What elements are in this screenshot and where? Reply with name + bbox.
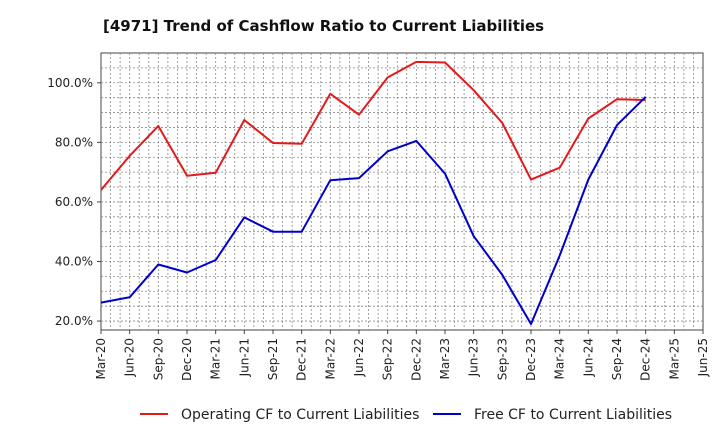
horizontal-grid (101, 67, 703, 322)
chart-title: [4971] Trend of Cashflow Ratio to Curren… (103, 17, 544, 35)
x-tick-label: Dec-20 (180, 338, 194, 381)
legend-label-2: Free CF to Current Liabilities (474, 407, 672, 423)
x-tick-label: Sep-21 (266, 338, 280, 380)
x-tick-label: Mar-22 (323, 338, 337, 379)
x-tick-label: Jun-21 (237, 338, 251, 377)
x-tick-label: Mar-25 (667, 338, 681, 379)
x-tick-label: Mar-21 (209, 338, 223, 379)
y-tick-label: 20.0% (55, 314, 93, 328)
y-tick-label: 80.0% (55, 135, 93, 149)
x-tick-label: Jun-25 (696, 338, 710, 377)
x-tick-label: Dec-23 (524, 338, 538, 381)
x-tick-label: Sep-20 (151, 338, 165, 380)
y-tick-label: 100.0% (47, 76, 93, 90)
x-tick-label: Sep-22 (381, 338, 395, 380)
x-tick-label: Mar-23 (438, 338, 452, 379)
x-tick-label: Jun-24 (581, 338, 595, 377)
y-tick-label: 40.0% (55, 254, 93, 268)
series-line-1 (100, 60, 646, 191)
x-tick-label: Mar-24 (553, 338, 567, 379)
x-tick-label: Jun-23 (467, 338, 481, 377)
x-axis-ticks: Mar-20 Jun-20 Sep-20 Dec-20 Mar-21 Jun-21 Sep-… (94, 330, 710, 381)
x-tick-label: Jun-20 (123, 338, 137, 377)
x-tick-label: Dec-24 (639, 338, 653, 381)
legend: Operating CF to Current Liabilities Free … (140, 407, 672, 423)
x-tick-label: Dec-22 (409, 338, 423, 381)
x-tick-label: Jun-22 (352, 338, 366, 377)
series-line-2 (100, 96, 647, 325)
y-tick-label: 60.0% (55, 195, 93, 209)
plot-frame (100, 52, 704, 331)
x-tick-label: Dec-21 (295, 338, 309, 381)
x-tick-label: Sep-23 (495, 338, 509, 380)
x-tick-label: Mar-20 (94, 338, 108, 379)
x-tick-label: Sep-24 (610, 338, 624, 380)
y-axis-ticks: 20.0% 40.0% 60.0% 80.0% 100.0% (47, 76, 101, 328)
series-lines (100, 60, 647, 325)
plot-area (100, 52, 704, 331)
legend-label-1: Operating CF to Current Liabilities (181, 407, 419, 423)
